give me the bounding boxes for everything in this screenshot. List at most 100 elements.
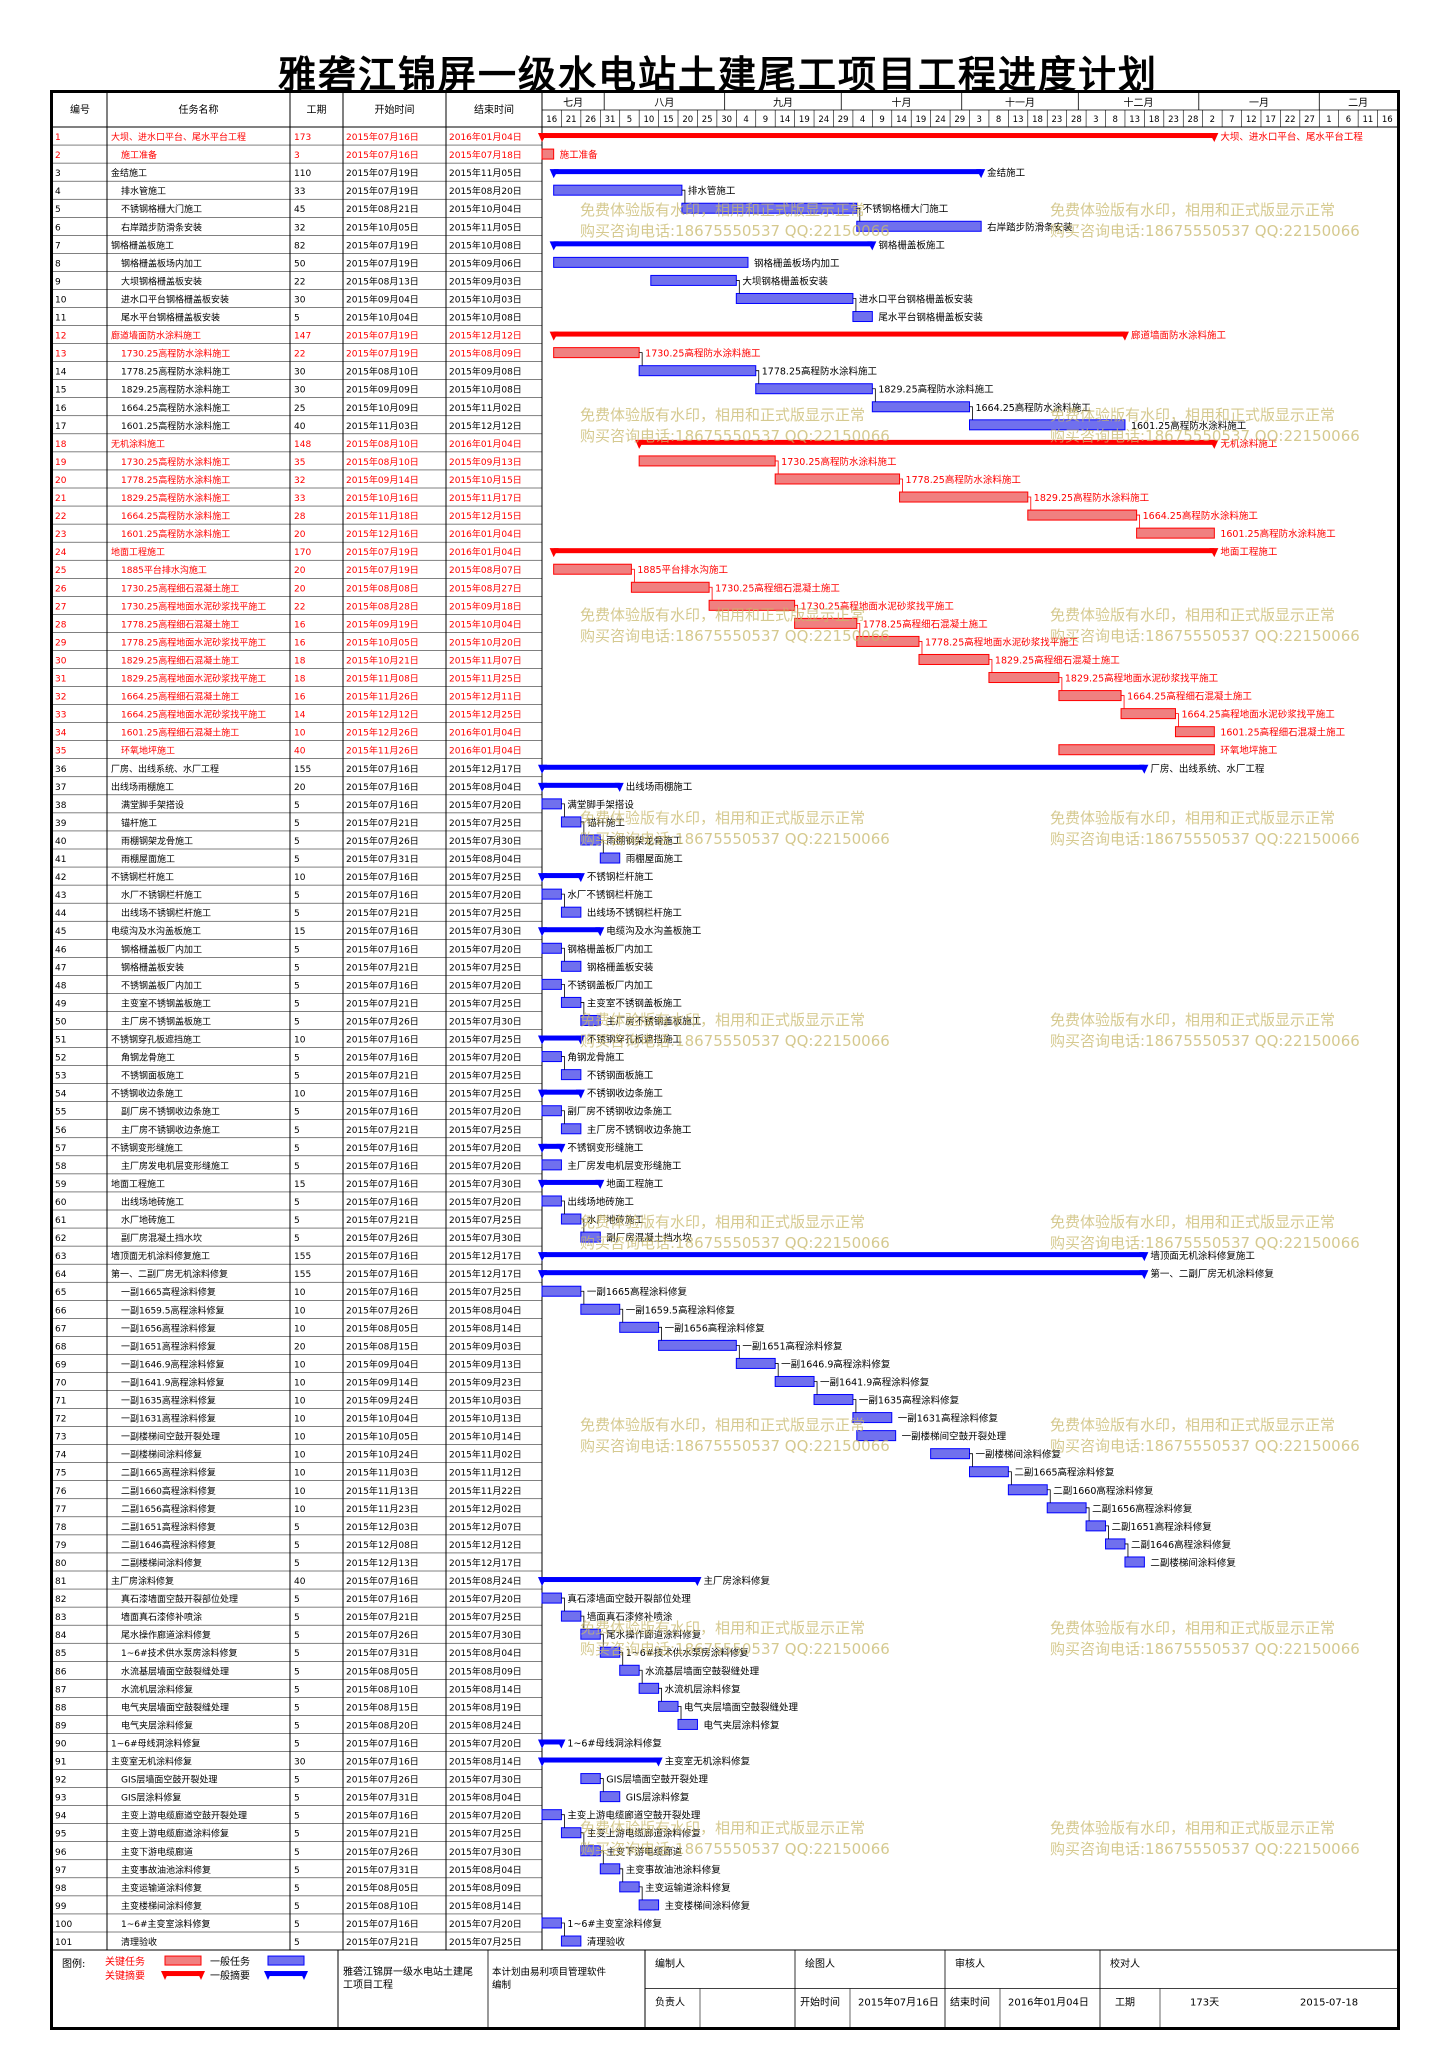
row-id: 55 <box>55 1108 66 1118</box>
row-end-date: 2015年10月14日 <box>449 1431 522 1443</box>
row-duration: 10 <box>294 1090 306 1100</box>
bar-label: 1664.25高程防水涂料施工 <box>1143 510 1259 522</box>
bar-label: 1778.25高程地面水泥砂浆找平施工 <box>925 636 1079 648</box>
bar-label: 二副1656高程涂料修复 <box>1092 1503 1193 1515</box>
row-start-date: 2015年07月16日 <box>346 1593 419 1605</box>
row-end-date: 2015年07月20日 <box>449 1052 522 1064</box>
bar-label: 电气夹层涂料修复 <box>703 1719 780 1731</box>
task-bar <box>599 852 621 864</box>
row-id: 67 <box>55 1324 66 1334</box>
summary-bar <box>542 927 601 933</box>
summary-bar <box>542 1035 581 1041</box>
row-duration: 30 <box>294 386 306 396</box>
row-end-date: 2015年07月25日 <box>449 1286 522 1298</box>
row-start-date: 2015年07月21日 <box>346 907 419 919</box>
row-end-date: 2015年07月20日 <box>449 799 522 811</box>
summary-start-marker <box>538 1035 547 1045</box>
summary-end-marker <box>1209 439 1219 449</box>
row-start-date: 2015年08月13日 <box>346 275 419 287</box>
row-task-name: 主变楼梯间涂料修复 <box>121 1900 202 1912</box>
watermark: 免费体验版有水印，相用和正式版显示正常 购买咨询电话:18675550537 QQ… <box>580 1819 890 1858</box>
row-end-date: 2015年07月30日 <box>449 1629 522 1641</box>
summary-bar <box>542 1252 1145 1258</box>
row-task-name: 钢格栅盖板施工 <box>111 239 174 251</box>
summary-end-marker <box>1139 1252 1149 1262</box>
task-bar <box>638 1682 660 1694</box>
row-end-date: 2015年11月05日 <box>449 167 522 179</box>
row-id: 69 <box>55 1360 67 1370</box>
month-label: 九月 <box>773 97 793 109</box>
watermark: 免费体验版有水印，相用和正式版显示正常 购买咨询电话:18675550537 QQ… <box>580 1619 890 1658</box>
row-id: 26 <box>55 584 67 594</box>
row-id: 65 <box>55 1288 66 1298</box>
row-duration: 10 <box>294 1036 306 1046</box>
day-tick-label: 24 <box>818 115 829 125</box>
row-duration: 10 <box>294 1415 306 1425</box>
summary-end-marker <box>867 241 877 251</box>
row-duration: 5 <box>294 819 300 829</box>
row-start-date: 2015年08月10日 <box>346 366 419 378</box>
row-task-name: 不锈钢收边条施工 <box>111 1088 183 1100</box>
row-duration: 5 <box>294 1613 300 1623</box>
task-bar <box>580 1303 621 1315</box>
summary-bar <box>542 764 1145 770</box>
row-end-date: 2015年08月19日 <box>449 1701 522 1713</box>
summary-start-marker <box>549 331 559 341</box>
bar-label: 一副1641.9高程涂料修复 <box>820 1376 930 1388</box>
bar-label: 真石漆墙面空鼓开裂部位处理 <box>567 1593 691 1605</box>
task-bar <box>1027 509 1138 521</box>
bar-label: 钢格栅盖板场内加工 <box>754 257 840 269</box>
row-end-date: 2015年07月30日 <box>449 1846 522 1858</box>
row-id: 22 <box>55 512 66 522</box>
summary-bar <box>542 1270 1145 1276</box>
legend-title: 图例: <box>62 1957 85 1970</box>
dependency-arrow <box>1105 1525 1109 1539</box>
row-start-date: 2015年07月16日 <box>346 1106 419 1118</box>
row-id: 44 <box>55 909 67 919</box>
row-duration: 5 <box>294 1541 300 1551</box>
task-bar <box>638 1899 660 1911</box>
row-id: 34 <box>55 729 67 739</box>
row-id: 96 <box>55 1848 67 1858</box>
footer-duration-label: 工期 <box>1115 1997 1135 2009</box>
row-start-date: 2015年07月21日 <box>346 817 419 829</box>
header-duration: 工期 <box>307 104 327 116</box>
row-end-date: 2015年07月20日 <box>449 979 522 991</box>
row-duration: 20 <box>294 566 306 576</box>
row-task-name: 二副1660高程涂料修复 <box>121 1485 216 1497</box>
dependency-arrow <box>1121 695 1125 709</box>
row-end-date: 2015年08月20日 <box>449 185 522 197</box>
bar-label: 一副1656高程涂料修复 <box>665 1322 766 1334</box>
footer-reviewer: 审核人 <box>955 1957 985 1970</box>
row-end-date: 2015年10月15日 <box>449 474 522 486</box>
row-task-name: 二副1665高程涂料修复 <box>121 1467 216 1479</box>
row-start-date: 2015年11月08日 <box>346 673 419 685</box>
row-start-date: 2015年11月03日 <box>346 420 419 432</box>
bar-label: 不锈钢变形缝施工 <box>567 1142 644 1154</box>
summary-start-marker <box>538 1739 547 1749</box>
row-task-name: 1601.25高程细石混凝土施工 <box>121 727 239 739</box>
task-bar <box>560 960 582 972</box>
row-duration: 5 <box>294 963 300 973</box>
dependency-arrow <box>755 370 760 384</box>
bar-label: 水流机层涂料修复 <box>665 1683 742 1695</box>
bar-label: 1778.25高程防水涂料施工 <box>762 366 878 378</box>
row-task-name: 主厂房涂料修复 <box>111 1575 174 1587</box>
row-id: 16 <box>55 404 67 414</box>
row-id: 31 <box>55 675 66 685</box>
footer-project-name-cont: 工项目工程 <box>343 1979 393 1991</box>
row-duration: 10 <box>294 1505 306 1515</box>
dependency-arrow <box>619 1651 624 1666</box>
bar-label: 1664.25高程防水涂料施工 <box>976 402 1092 414</box>
dependency-arrow <box>580 1218 585 1233</box>
row-id: 21 <box>55 494 66 504</box>
row-task-name: 主变上游电缆廊道涂料修复 <box>121 1828 229 1840</box>
row-id: 79 <box>55 1541 67 1551</box>
row-task-name: 钢格栅盖板厂内加工 <box>121 943 202 955</box>
row-duration: 5 <box>294 1523 300 1533</box>
day-tick-label: 8 <box>996 115 1001 125</box>
row-duration: 22 <box>294 350 305 360</box>
row-id: 1 <box>55 133 61 143</box>
row-end-date: 2015年12月02日 <box>449 1503 522 1515</box>
row-task-name: 1~6#技术供水泵房涂料修复 <box>121 1647 238 1659</box>
